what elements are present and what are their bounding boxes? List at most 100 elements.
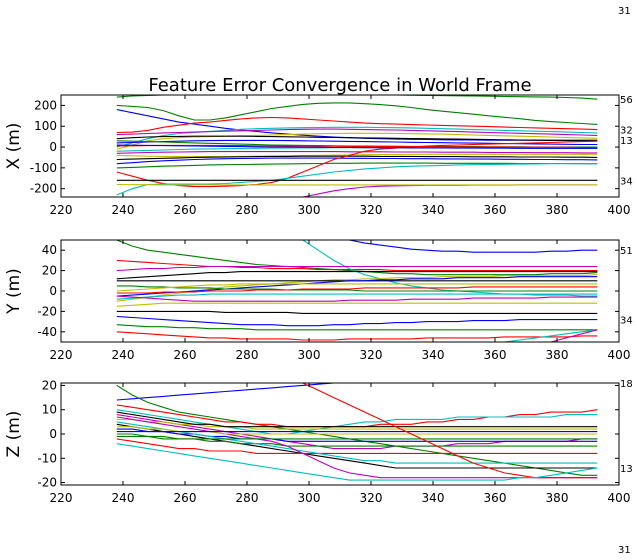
x-tick-label: 300: [298, 348, 321, 362]
series-end-label: 18: [620, 379, 633, 390]
y-tick-label: 200: [34, 98, 57, 112]
x-tick-label: 380: [546, 203, 569, 217]
series-line: [550, 329, 598, 342]
x-tick-label: 280: [236, 491, 259, 505]
x-tick-label: 320: [360, 348, 383, 362]
x-tick-label: 240: [112, 203, 135, 217]
y-tick-label: -200: [30, 182, 57, 196]
x-tick-label: 380: [546, 348, 569, 362]
chart-title: Feature Error Convergence in World Frame: [148, 75, 531, 96]
y-tick-label: 0: [49, 427, 57, 441]
series-line: [116, 384, 598, 476]
series-line: [116, 135, 598, 142]
series-line: [116, 286, 598, 294]
series-line: [116, 411, 598, 428]
stray-label-top: 31: [618, 6, 631, 17]
series-line: [349, 240, 598, 253]
x-tick-label: 360: [484, 203, 507, 217]
series-line: [116, 271, 598, 280]
series-line: [302, 383, 598, 479]
series-line: [116, 421, 598, 464]
series-line: [116, 293, 598, 300]
y-tick-label: 20: [42, 378, 57, 392]
series-line: [116, 140, 598, 188]
x-tick-label: 260: [174, 491, 197, 505]
y-axis-label: Y (m): [4, 268, 24, 315]
stray-label-bottom: 31: [618, 545, 631, 556]
series-line: [116, 102, 598, 125]
series-group: [116, 95, 598, 197]
x-tick-label: 340: [422, 491, 445, 505]
y-tick-label: 20: [42, 264, 57, 278]
y-tick-label: 10: [42, 403, 57, 417]
series-line: [116, 153, 598, 158]
series-end-label: 34: [620, 316, 633, 327]
x-tick-label: 400: [608, 348, 631, 362]
x-tick-label: 220: [50, 203, 73, 217]
y-axis-label: Z (m): [4, 411, 24, 458]
series-line: [116, 423, 598, 469]
series-line: [116, 128, 598, 136]
series-line: [116, 409, 598, 435]
y-tick-label: 40: [42, 243, 57, 257]
series-line: [116, 95, 598, 100]
y-tick-label: -20: [37, 476, 57, 490]
panel-z-position: 18 13 220 240 260 280 300 320 340 360 380 400 -20 -10…: [4, 378, 633, 505]
y-tick-label: 0: [49, 140, 57, 154]
series-line: [116, 443, 598, 481]
series-line: [116, 144, 598, 149]
x-tick-label: 240: [112, 491, 135, 505]
series-line: [116, 259, 598, 272]
series-line: [116, 324, 598, 331]
series-end-label: 13: [620, 136, 633, 147]
x-tick-label: 240: [112, 348, 135, 362]
x-tick-label: 280: [236, 203, 259, 217]
series-group: [116, 240, 598, 342]
series-line: [116, 383, 598, 401]
plot-frame: [60, 94, 620, 198]
series-line: [116, 438, 598, 454]
x-tick-label: 360: [484, 348, 507, 362]
series-line: [116, 283, 598, 292]
y-tick-label: -100: [30, 161, 57, 175]
x-tick-label: 220: [50, 348, 73, 362]
y-tick-label: -40: [37, 325, 57, 339]
series-line: [116, 310, 598, 314]
x-tick-label: 300: [298, 491, 321, 505]
y-tick-label: -10: [37, 451, 57, 465]
x-tick-label: 360: [484, 491, 507, 505]
series-group: [116, 383, 598, 481]
x-tick-label: 340: [422, 348, 445, 362]
x-tick-label: 400: [608, 491, 631, 505]
y-tick-label: 100: [34, 119, 57, 133]
x-tick-label: 400: [608, 203, 631, 217]
series-line: [116, 302, 598, 307]
series-line: [116, 331, 598, 341]
series-line: [116, 163, 598, 196]
series-line: [116, 276, 598, 297]
x-tick-label: 280: [236, 348, 259, 362]
series-line: [116, 132, 598, 150]
series-line: [116, 435, 598, 440]
x-tick-label: 320: [360, 203, 383, 217]
series-line: [116, 315, 598, 327]
series-line: [116, 265, 598, 272]
series-line: [116, 116, 598, 134]
series-line: [116, 144, 598, 149]
y-tick-label: 0: [49, 284, 57, 298]
series-line: [116, 285, 598, 292]
x-tick-label: 220: [50, 491, 73, 505]
x-tick-label: 260: [174, 203, 197, 217]
series-line: [116, 157, 598, 165]
y-tick-label: -20: [37, 304, 57, 318]
series-line: [116, 151, 598, 154]
y-axis-label: X (m): [4, 123, 24, 170]
series-line: [116, 295, 598, 302]
series-line: [116, 162, 598, 169]
x-tick-label: 380: [546, 491, 569, 505]
series-end-label: 32: [620, 126, 633, 137]
